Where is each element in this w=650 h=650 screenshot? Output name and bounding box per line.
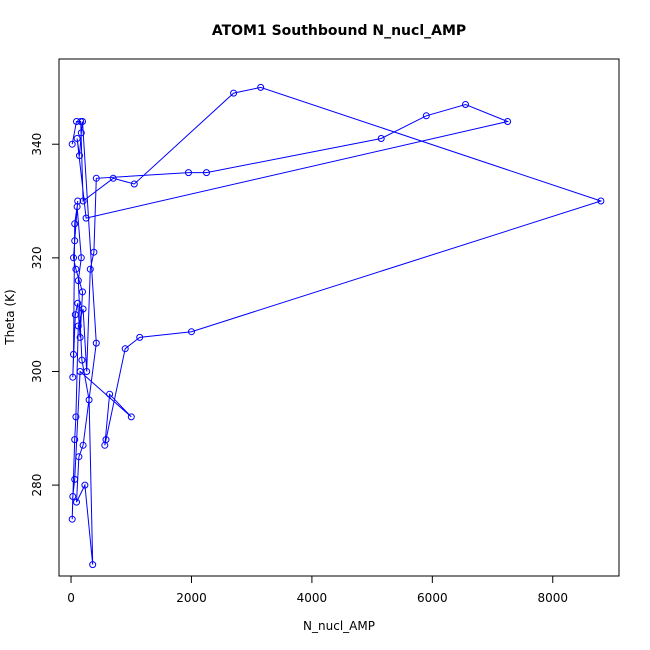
data-point — [77, 254, 85, 262]
y-tick-label: 320 — [30, 246, 44, 269]
data-point — [462, 101, 469, 108]
data-point — [74, 322, 82, 330]
data-point — [76, 368, 84, 375]
data-point — [69, 493, 77, 500]
data-point — [188, 328, 195, 336]
data-point — [92, 339, 100, 347]
data-point — [82, 214, 90, 222]
data-point — [90, 248, 98, 256]
x-axis: 0 2000 4000 6000 8000 — [67, 575, 568, 605]
data-point — [74, 277, 82, 285]
data-point — [70, 350, 77, 358]
x-tick-label: 8000 — [537, 591, 568, 605]
x-tick-label: 4000 — [297, 591, 328, 605]
data-layer — [68, 83, 605, 569]
x-tick-label: 0 — [67, 591, 75, 605]
data-point — [68, 140, 76, 148]
data-point — [73, 498, 80, 506]
data-point — [76, 152, 83, 160]
data-point — [203, 169, 210, 177]
data-point — [79, 288, 86, 296]
data-point — [106, 390, 114, 398]
data-point — [86, 265, 94, 273]
data-point — [75, 453, 83, 461]
data-point — [69, 373, 77, 381]
data-point — [77, 129, 85, 137]
data-point — [83, 368, 91, 375]
data-point — [79, 118, 86, 125]
data-point — [597, 197, 605, 205]
data-point — [71, 237, 79, 245]
data-point — [85, 396, 93, 404]
data-point — [127, 413, 135, 421]
data-point — [71, 436, 79, 444]
y-axis: 280 300 320 340 — [30, 133, 60, 497]
data-point — [74, 197, 82, 205]
data-point — [72, 413, 80, 421]
data-point — [71, 475, 79, 483]
y-axis-label: Theta (K) — [3, 289, 17, 345]
data-point — [68, 515, 76, 523]
data-point — [422, 112, 430, 120]
data-point — [79, 441, 87, 449]
chart-title: ATOM1 Southbound N_nucl_AMP — [212, 23, 466, 39]
plot-frame — [58, 58, 620, 577]
data-point — [136, 333, 144, 341]
data-point — [121, 345, 129, 353]
data-point — [79, 305, 87, 313]
data-point — [89, 561, 97, 569]
y-tick-label: 280 — [30, 474, 44, 497]
data-point — [72, 265, 80, 273]
x-axis-label: N_nucl_AMP — [303, 619, 375, 633]
data-point — [79, 197, 87, 205]
series-line — [71, 86, 603, 565]
y-tick-label: 340 — [30, 133, 44, 156]
data-point — [81, 481, 89, 489]
x-tick-label: 2000 — [176, 591, 207, 605]
data-point — [377, 135, 385, 142]
data-point — [257, 83, 265, 91]
data-point — [71, 220, 79, 228]
data-point — [71, 311, 79, 319]
data-point — [73, 135, 81, 142]
data-point — [92, 174, 100, 182]
data-point — [78, 356, 86, 364]
data-point — [130, 180, 138, 188]
data-point — [70, 254, 77, 262]
data-point — [74, 299, 82, 307]
data-point — [230, 89, 238, 97]
data-point — [76, 333, 84, 341]
data-point — [185, 169, 192, 177]
data-point — [109, 174, 117, 182]
y-tick-label: 300 — [30, 360, 44, 383]
data-point — [504, 118, 512, 125]
data-point — [101, 441, 109, 449]
x-tick-label: 6000 — [417, 591, 448, 605]
